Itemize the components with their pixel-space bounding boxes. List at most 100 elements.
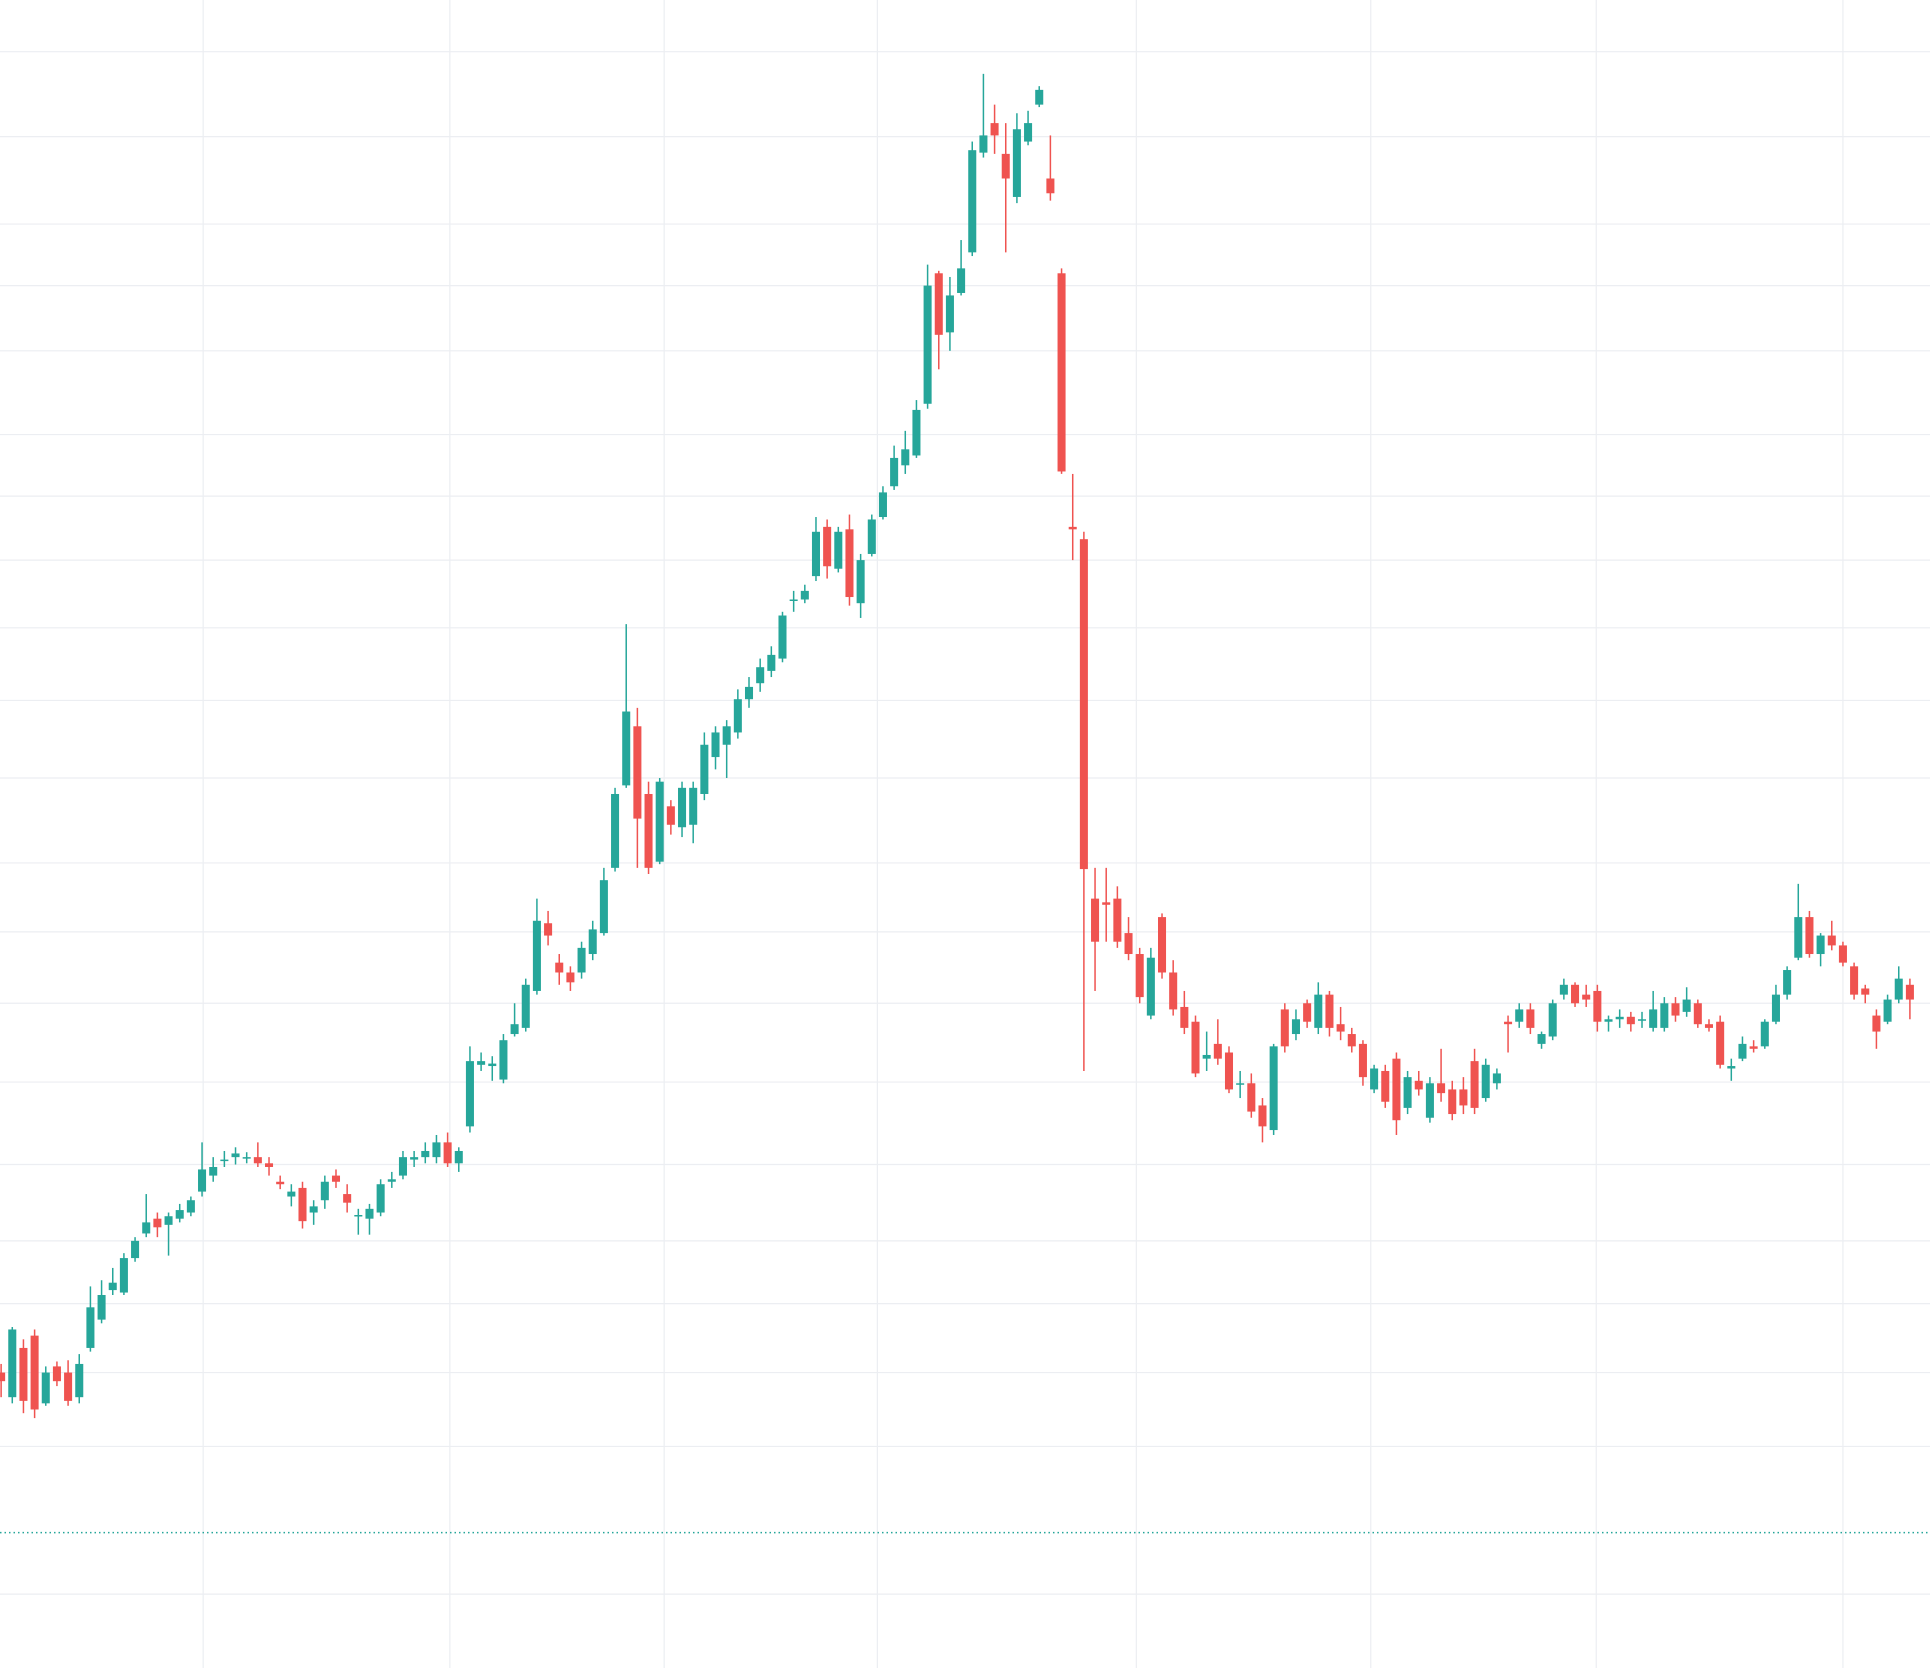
candle-body <box>1024 123 1033 142</box>
candle-body <box>477 1061 486 1065</box>
candle-body <box>320 1181 329 1201</box>
candle-body <box>365 1208 374 1219</box>
candle-body <box>1046 178 1055 194</box>
candle-body <box>1336 1024 1345 1032</box>
candle-body <box>990 123 999 136</box>
candle-body <box>1760 1021 1769 1047</box>
candle-body <box>566 972 575 983</box>
candle-body <box>1269 1046 1278 1131</box>
candle-body <box>1749 1046 1758 1049</box>
candle-body <box>108 1282 117 1291</box>
candle-body <box>131 1240 140 1259</box>
candle-body <box>800 590 809 600</box>
candle-body <box>611 793 620 868</box>
candle-body <box>264 1163 274 1167</box>
candle-body <box>1057 273 1066 472</box>
candle-body <box>1079 539 1088 870</box>
candle-body <box>242 1157 251 1159</box>
candle-body <box>1771 994 1780 1022</box>
candle-body <box>1169 972 1178 1010</box>
candle-body <box>1504 1021 1513 1025</box>
candle-body <box>1035 89 1044 105</box>
candle-body <box>1838 945 1847 963</box>
candle-body <box>1571 984 1580 1004</box>
candle-body <box>64 1372 73 1401</box>
candle-body <box>164 1216 173 1225</box>
candle-body <box>789 599 798 601</box>
candle-body <box>119 1258 128 1293</box>
candle-body <box>1180 1006 1189 1028</box>
candle-body <box>510 1024 519 1035</box>
candle-body <box>1492 1073 1501 1084</box>
candle-body <box>1314 994 1323 1028</box>
candle-body <box>655 781 664 862</box>
candle-body <box>465 1061 474 1127</box>
candle-body <box>544 923 553 936</box>
candle-body <box>1113 898 1122 942</box>
candle-body <box>1615 1016 1624 1020</box>
candle-body <box>1459 1089 1468 1106</box>
candle-body <box>499 1040 508 1080</box>
candle-body <box>1448 1089 1457 1115</box>
candle-body <box>1280 1009 1289 1047</box>
candle-body <box>1381 1070 1390 1102</box>
candle-body <box>867 519 876 554</box>
candle-body <box>1604 1019 1613 1022</box>
candle-body <box>923 285 932 404</box>
candle-body <box>1325 994 1334 1028</box>
candle-body <box>1660 1003 1669 1028</box>
candle-body <box>1236 1083 1245 1085</box>
candle-body <box>1135 954 1144 998</box>
candle-body <box>834 531 843 569</box>
candle-body <box>153 1218 162 1228</box>
candle-body <box>1291 1019 1300 1035</box>
candle-body <box>354 1214 363 1217</box>
candle-body <box>1470 1061 1479 1108</box>
candle-body <box>934 273 943 335</box>
candle-body <box>1437 1083 1446 1094</box>
candle-body <box>756 667 765 684</box>
candle-body <box>979 135 988 153</box>
candle-body <box>1626 1016 1635 1025</box>
candle-body <box>1158 917 1167 973</box>
candle-body <box>811 531 820 577</box>
candle-body <box>75 1363 84 1398</box>
candle-body <box>1894 978 1903 1000</box>
candle-body <box>1370 1068 1379 1090</box>
candle-body <box>733 699 742 733</box>
candle-body <box>231 1153 240 1158</box>
candle-body <box>678 787 687 828</box>
candle-body <box>555 962 564 973</box>
candle-body <box>1102 902 1111 905</box>
candle-body <box>276 1181 285 1185</box>
candle-body <box>845 529 854 598</box>
candle-body <box>1671 1003 1680 1016</box>
candle-body <box>1816 935 1825 955</box>
candle-body <box>644 793 653 868</box>
candle-body <box>1146 957 1155 1016</box>
candle-body <box>1794 917 1803 958</box>
candle-body <box>1805 917 1814 955</box>
candle-body <box>488 1063 497 1067</box>
candle-body <box>711 732 720 758</box>
candle-body <box>1593 990 1602 1022</box>
candle-body <box>1213 1043 1222 1059</box>
candle-body <box>1827 935 1836 946</box>
candle-body <box>878 492 887 518</box>
candle-body <box>1403 1077 1412 1108</box>
candle-body <box>1001 153 1010 179</box>
candle-body <box>1704 1024 1714 1028</box>
candle-body <box>142 1222 151 1234</box>
candle-body <box>1693 1003 1702 1025</box>
candle-body <box>1548 1003 1557 1037</box>
candle-body <box>443 1142 452 1164</box>
candle-body <box>41 1372 50 1404</box>
candle-body <box>1537 1034 1546 1044</box>
candle-body <box>421 1150 430 1158</box>
candle-body <box>1716 1021 1725 1065</box>
candle-body <box>1012 129 1021 197</box>
candle-body <box>1481 1064 1490 1099</box>
